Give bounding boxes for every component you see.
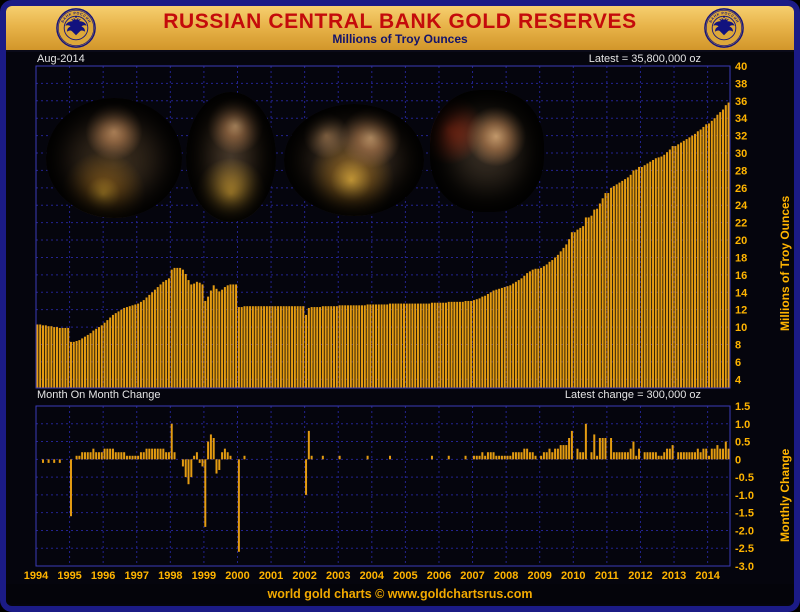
svg-text:1996: 1996 — [91, 570, 115, 582]
svg-text:1997: 1997 — [124, 570, 148, 582]
svg-text:0.5: 0.5 — [735, 437, 750, 449]
photo-inset-2 — [186, 92, 276, 222]
svg-text:1998: 1998 — [158, 570, 182, 582]
svg-text:1995: 1995 — [57, 570, 81, 582]
gold-reserves-chart: 1994 1995 1996 1997 1998 1999 2000 2001 2002 2003… — [24, 61, 754, 582]
svg-text:28: 28 — [735, 165, 747, 177]
mom-y-axis-label: Monthly Change — [778, 448, 792, 542]
svg-text:-2.0: -2.0 — [735, 525, 754, 537]
svg-text:12: 12 — [735, 305, 747, 317]
svg-text:14: 14 — [735, 287, 748, 299]
svg-text:32: 32 — [735, 131, 747, 143]
svg-text:1994: 1994 — [24, 570, 49, 582]
photo-inset-1 — [46, 98, 182, 218]
date-annotation: Aug-2014 — [34, 53, 88, 65]
svg-text:10: 10 — [735, 322, 747, 334]
svg-text:26: 26 — [735, 183, 747, 195]
page-subtitle: Millions of Troy Ounces — [332, 32, 468, 47]
footer-credit: world gold charts © www.goldchartsrus.co… — [267, 587, 533, 601]
svg-text:2007: 2007 — [460, 570, 484, 582]
svg-text:40: 40 — [735, 61, 747, 73]
svg-text:2000: 2000 — [225, 570, 249, 582]
svg-text:-3.0: -3.0 — [735, 561, 754, 573]
svg-text:38: 38 — [735, 78, 747, 90]
svg-text:0: 0 — [735, 454, 741, 466]
svg-text:18: 18 — [735, 252, 747, 264]
photo-inset-4 — [430, 90, 544, 212]
svg-text:2010: 2010 — [561, 570, 585, 582]
header-titles: RUSSIAN CENTRAL BANK GOLD RESERVES Milli… — [96, 10, 704, 47]
svg-text:22: 22 — [735, 218, 747, 230]
svg-text:2002: 2002 — [292, 570, 316, 582]
svg-text:1999: 1999 — [192, 570, 216, 582]
svg-text:2011: 2011 — [595, 570, 619, 582]
svg-text:-1.0: -1.0 — [735, 490, 754, 502]
mom-panel-title: Month On Month Change — [34, 389, 164, 401]
svg-text:2013: 2013 — [662, 570, 686, 582]
latest-change-annotation: Latest change = 300,000 oz — [561, 389, 704, 401]
svg-text:2006: 2006 — [427, 570, 451, 582]
svg-text:1.0: 1.0 — [735, 419, 750, 431]
page-title: RUSSIAN CENTRAL BANK GOLD RESERVES — [163, 10, 637, 34]
svg-text:2001: 2001 — [259, 570, 283, 582]
svg-text:4: 4 — [735, 374, 742, 386]
svg-text:16: 16 — [735, 270, 747, 282]
svg-text:24: 24 — [735, 200, 748, 212]
svg-text:-0.5: -0.5 — [735, 472, 754, 484]
chart-header: БАНК РОССИИ RUSSIAN CENTRAL BANK GOLD RE… — [6, 6, 794, 52]
svg-text:2014: 2014 — [695, 570, 720, 582]
svg-text:30: 30 — [735, 148, 747, 160]
footer: world gold charts © www.goldchartsrus.co… — [6, 584, 794, 604]
chart-area: 1994 1995 1996 1997 1998 1999 2000 2001 2002 2003… — [6, 52, 794, 584]
svg-text:2008: 2008 — [494, 570, 518, 582]
svg-text:2009: 2009 — [527, 570, 551, 582]
svg-text:6: 6 — [735, 357, 741, 369]
svg-text:2004: 2004 — [360, 570, 385, 582]
svg-text:8: 8 — [735, 339, 741, 351]
photo-inset-3 — [284, 104, 424, 216]
svg-text:-1.5: -1.5 — [735, 508, 754, 520]
svg-text:2012: 2012 — [628, 570, 652, 582]
svg-text:36: 36 — [735, 96, 747, 108]
bank-rossii-emblem-icon: БАНК РОССИИ — [704, 8, 744, 48]
svg-text:2003: 2003 — [326, 570, 350, 582]
svg-text:1.5: 1.5 — [735, 401, 750, 413]
bank-rossii-emblem-icon: БАНК РОССИИ — [56, 8, 96, 48]
main-y-axis-label: Millions of Troy Ounces — [778, 195, 792, 331]
svg-text:20: 20 — [735, 235, 747, 247]
latest-value-annotation: Latest = 35,800,000 oz — [585, 53, 704, 65]
svg-text:-2.5: -2.5 — [735, 543, 754, 555]
svg-text:34: 34 — [735, 113, 748, 125]
svg-text:2005: 2005 — [393, 570, 417, 582]
